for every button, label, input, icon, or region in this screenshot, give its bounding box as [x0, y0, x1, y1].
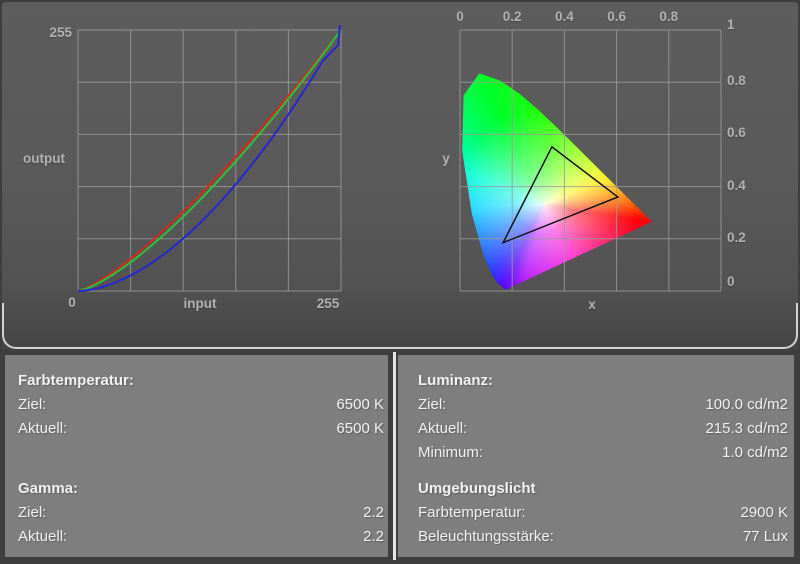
cie-x-axis-title: x — [588, 297, 596, 312]
blue-gamma-curve — [77, 24, 341, 292]
gamma-x-min-label: 0 — [68, 295, 76, 310]
row-umgebungslicht-farbtemperatur: Farbtemperatur: 2900 K — [418, 501, 788, 525]
row-label: Aktuell: — [18, 420, 68, 437]
row-gamma-ziel: Ziel: 2.2 — [18, 501, 384, 525]
chart-curves-and-gamut — [77, 24, 620, 292]
row-farbtemperatur-aktuell: Aktuell: 6500 K — [18, 417, 384, 441]
luminance-ambient-panel: Luminanz: Ziel: 100.0 cd/m2 Aktuell: 215… — [398, 355, 794, 557]
row-umgebungslicht-beleuchtungsstaerke: Beleuchtungsstärke: 77 Lux — [418, 525, 788, 549]
cie-y-tick-0.6: 0.6 — [727, 125, 746, 141]
cie-y-tick-0.2: 0.2 — [727, 229, 746, 245]
gamut-triangle — [501, 145, 620, 245]
row-label: Ziel: — [18, 396, 47, 413]
row-value: 6500 K — [336, 420, 384, 437]
red-gamma-curve — [77, 29, 342, 292]
panel-divider — [393, 352, 396, 560]
cie-y-tick-0.8: 0.8 — [727, 73, 746, 89]
row-label: Farbtemperatur: — [418, 504, 526, 521]
row-value: 2.2 — [363, 528, 384, 545]
section-heading-farbtemperatur: Farbtemperatur: — [18, 372, 134, 389]
row-luminanz-minimum: Minimum: 1.0 cd/m2 — [418, 441, 788, 465]
readings-area: Farbtemperatur: Ziel: 6500 K Aktuell: 65… — [0, 349, 800, 564]
row-value: 77 Lux — [742, 528, 788, 545]
cie-x-tick-0.2: 0.2 — [502, 9, 522, 24]
cie-x-tick-0.4: 0.4 — [555, 9, 574, 24]
gamma-y-max-label: 255 — [49, 25, 72, 40]
row-value: 215.3 cd/m2 — [705, 420, 788, 437]
section-gap — [18, 441, 384, 477]
section-gap — [418, 465, 788, 477]
row-value: 2900 K — [740, 504, 788, 521]
green-gamma-curve — [77, 29, 342, 292]
cie-y-tick-0: 0 — [727, 274, 735, 289]
cie-y-tick-1: 1 — [727, 17, 735, 32]
cie-x-tick-0.8: 0.8 — [659, 9, 679, 24]
row-label: Aktuell: — [18, 528, 68, 545]
charts-panel: 255 output 0 input 255 0 0.2 0.4 0.6 0.8 1 0.8 0.6 0.… — [2, 2, 798, 349]
gamma-x-axis-title: input — [183, 296, 217, 311]
cie-y-tick-0.4: 0.4 — [727, 177, 746, 193]
row-label: Aktuell: — [418, 420, 468, 437]
row-value: 6500 K — [336, 396, 384, 413]
cie-x-tick-0.6: 0.6 — [607, 9, 626, 24]
row-label: Beleuchtungsstärke: — [418, 528, 554, 545]
section-heading-umgebungslicht: Umgebungslicht — [418, 480, 536, 497]
gamma-y-axis-title: output — [23, 151, 65, 166]
row-value: 2.2 — [363, 504, 384, 521]
row-gamma-aktuell: Aktuell: 2.2 — [18, 525, 384, 549]
row-label: Ziel: — [18, 504, 47, 521]
section-heading-luminanz: Luminanz: — [418, 372, 493, 389]
row-label: Minimum: — [418, 444, 484, 461]
row-farbtemperatur-ziel: Ziel: 6500 K — [18, 393, 384, 417]
row-value: 1.0 cd/m2 — [722, 444, 788, 461]
row-value: 100.0 cd/m2 — [705, 396, 788, 413]
chart-grids — [77, 29, 722, 292]
gamma-x-max-label: 255 — [316, 296, 340, 311]
row-luminanz-aktuell: Aktuell: 215.3 cd/m2 — [418, 417, 788, 441]
row-luminanz-ziel: Ziel: 100.0 cd/m2 — [418, 393, 788, 417]
row-label: Ziel: — [418, 396, 447, 413]
cie-x-tick-0: 0 — [456, 9, 464, 24]
color-temperature-gamma-panel: Farbtemperatur: Ziel: 6500 K Aktuell: 65… — [5, 355, 388, 557]
cie-y-axis-title: y — [442, 151, 450, 166]
section-heading-gamma: Gamma: — [18, 480, 79, 497]
